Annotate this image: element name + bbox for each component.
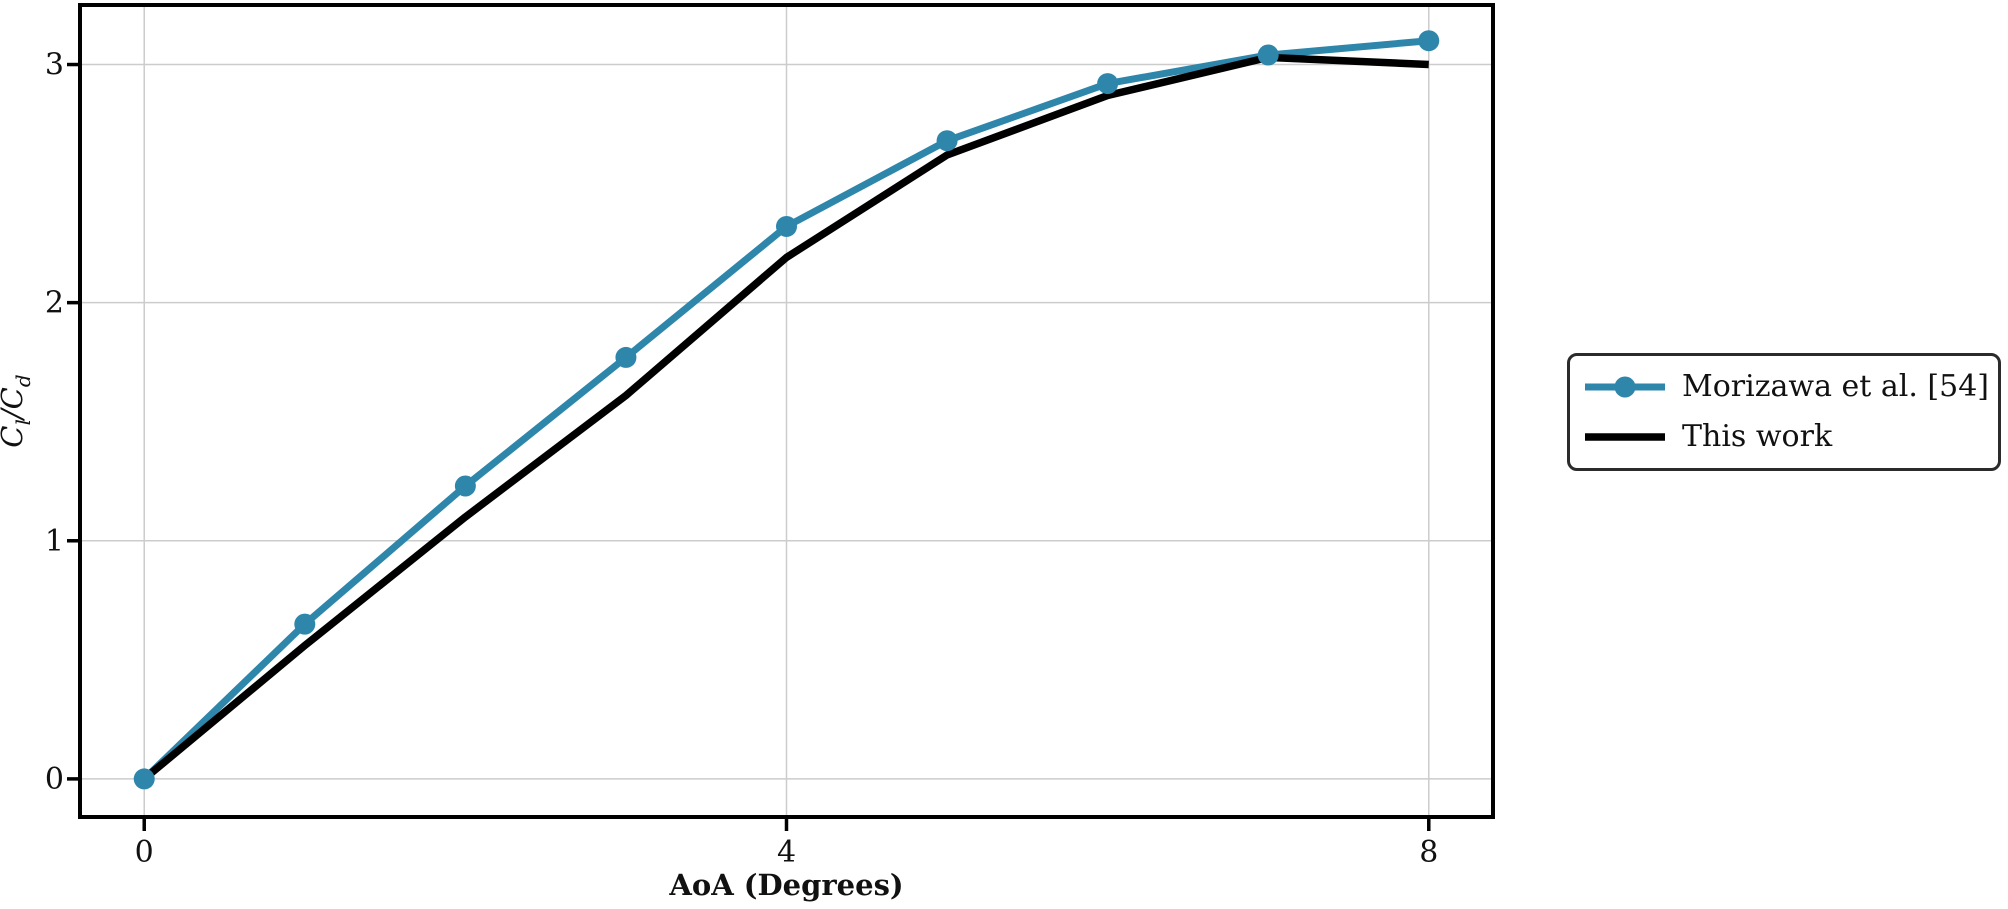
legend-item: This work bbox=[1582, 414, 1986, 460]
data-point-marker bbox=[1257, 44, 1279, 66]
y-tick-label: 1 bbox=[45, 524, 64, 559]
y-tick-label: 0 bbox=[45, 762, 64, 797]
data-point-marker bbox=[1418, 30, 1440, 52]
data-point-marker bbox=[615, 346, 637, 368]
x-tick-label: 4 bbox=[777, 835, 796, 870]
legend-label: This work bbox=[1682, 419, 1833, 454]
legend-line-marker-sample bbox=[1585, 376, 1665, 398]
legend-item: Morizawa et al. [54] bbox=[1582, 364, 1989, 410]
legend-sample-circle-marker bbox=[1614, 376, 1636, 398]
legend-line-sample bbox=[1585, 433, 1665, 441]
y-tick-label: 2 bbox=[45, 286, 64, 321]
x-tick-label: 8 bbox=[1419, 835, 1438, 870]
data-point-marker bbox=[294, 613, 316, 635]
data-point-marker bbox=[936, 130, 958, 152]
series-line-1 bbox=[141, 53, 1429, 782]
x-axis-label: AoA (Degrees) bbox=[668, 868, 903, 902]
x-tick-label: 0 bbox=[135, 835, 154, 870]
data-point-marker bbox=[1097, 73, 1119, 95]
data-point-marker bbox=[133, 768, 155, 790]
legend-label: Morizawa et al. [54] bbox=[1682, 369, 1989, 404]
y-axis-label: Cl/Cd bbox=[0, 374, 35, 447]
data-point-marker bbox=[776, 215, 797, 237]
axes-spines bbox=[78, 3, 1495, 819]
data-point-marker bbox=[454, 475, 476, 497]
y-tick-label: 3 bbox=[45, 48, 64, 83]
legend: Morizawa et al. [54] This work bbox=[1567, 353, 2001, 471]
